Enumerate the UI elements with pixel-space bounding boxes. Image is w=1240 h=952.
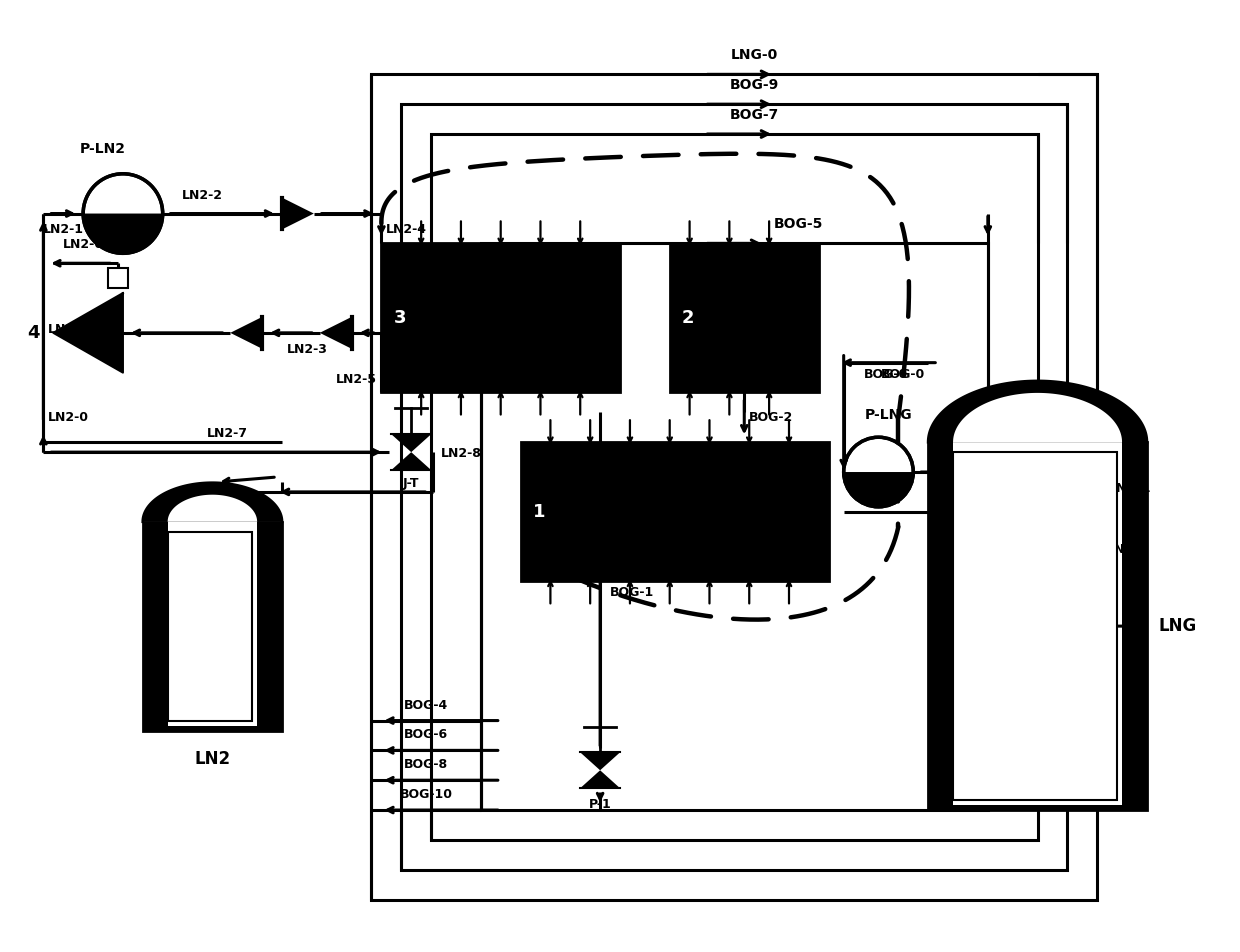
Polygon shape [392, 434, 432, 452]
Text: BOG-7: BOG-7 [729, 109, 779, 122]
Text: BOG-0: BOG-0 [864, 367, 908, 381]
Text: BOG-1: BOG-1 [610, 586, 655, 600]
Bar [167, 517, 257, 725]
Bar [382, 244, 620, 392]
Bar [954, 437, 1122, 805]
Text: LN2: LN2 [195, 750, 231, 768]
Bar [402, 104, 1068, 870]
Text: BOG-2: BOG-2 [749, 411, 794, 424]
Text: BOG-8: BOG-8 [404, 759, 448, 771]
Polygon shape [954, 393, 1122, 442]
Polygon shape [281, 198, 314, 229]
Text: P-LN2: P-LN2 [81, 142, 126, 156]
Text: BOG-4: BOG-4 [404, 699, 449, 712]
Bar [521, 442, 828, 582]
Polygon shape [843, 472, 914, 506]
Polygon shape [929, 381, 1147, 442]
Text: BOG-10: BOG-10 [399, 788, 453, 802]
Text: P-LNG: P-LNG [864, 408, 913, 423]
Text: LNG-0: LNG-0 [730, 49, 777, 63]
Bar [481, 244, 988, 810]
Bar [108, 268, 128, 288]
Polygon shape [167, 495, 257, 522]
Polygon shape [143, 483, 281, 522]
Polygon shape [580, 752, 620, 770]
Text: LN2-0: LN2-0 [48, 323, 89, 336]
Text: BOG-0: BOG-0 [882, 367, 925, 381]
Text: LN2-1: LN2-1 [42, 224, 84, 236]
Bar [432, 134, 1038, 840]
Text: LNG-1: LNG-1 [1107, 543, 1149, 556]
Bar [954, 452, 1117, 800]
Polygon shape [83, 213, 162, 253]
Text: LN2-2: LN2-2 [182, 188, 223, 202]
Circle shape [843, 437, 914, 506]
Polygon shape [392, 452, 432, 470]
Bar [167, 531, 252, 721]
Text: LNG: LNG [1159, 617, 1197, 635]
Text: P-1: P-1 [589, 798, 611, 811]
Text: 4: 4 [27, 324, 40, 342]
Text: LN2-5: LN2-5 [336, 372, 377, 386]
Text: 1: 1 [532, 503, 546, 521]
Text: BOG-3: BOG-3 [739, 244, 784, 256]
Text: LN2-4: LN2-4 [387, 224, 428, 236]
Bar [670, 244, 818, 392]
Bar [143, 522, 281, 730]
Text: BOG-5: BOG-5 [774, 217, 823, 231]
Text: LN2-3: LN2-3 [286, 343, 327, 356]
Text: LN2-0: LN2-0 [48, 411, 89, 424]
Polygon shape [580, 770, 620, 788]
Text: LNG-1: LNG-1 [1109, 482, 1152, 495]
Text: BOG-9: BOG-9 [729, 78, 779, 92]
Text: LN2-6: LN2-6 [63, 238, 104, 251]
Text: J-T: J-T [403, 477, 419, 490]
Polygon shape [320, 317, 352, 348]
Text: 3: 3 [393, 309, 405, 327]
Circle shape [83, 174, 162, 253]
Bar [929, 442, 1147, 810]
Text: LN2-8: LN2-8 [441, 447, 482, 460]
Polygon shape [231, 317, 262, 348]
Text: 2: 2 [682, 309, 694, 327]
Bar [372, 74, 1097, 900]
Text: BOG-6: BOG-6 [404, 728, 448, 742]
Polygon shape [53, 293, 123, 372]
Text: LN2-7: LN2-7 [207, 427, 248, 440]
